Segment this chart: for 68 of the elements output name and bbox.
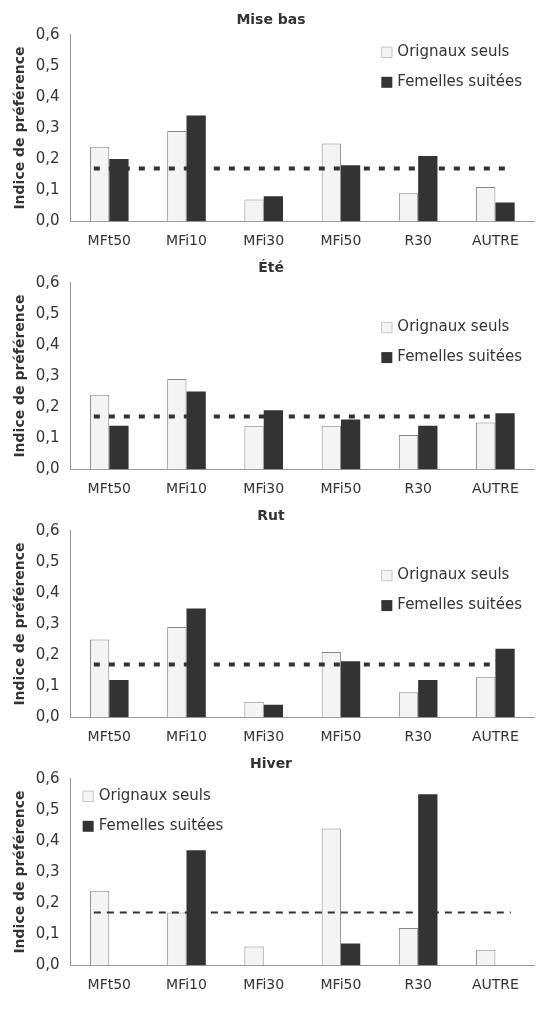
x-tick-label: R30: [404, 976, 432, 993]
x-tick-label: MFi30: [243, 976, 285, 993]
x-tick-label: MFi30: [243, 728, 285, 745]
legend-label: Femelles suitées: [397, 72, 523, 91]
y-tick-label: 0,1: [35, 676, 60, 695]
chart-title: Été: [258, 259, 284, 276]
x-tick-label: MFi50: [320, 976, 362, 993]
y-tick-label: 0,5: [35, 551, 60, 570]
y-tick-label: 0,0: [35, 955, 60, 974]
legend-label: Femelles suitées: [397, 595, 523, 614]
y-axis-title: Indice de préférence: [11, 46, 28, 210]
y-tick-label: 0,3: [35, 613, 60, 632]
y-tick-label: 0,6: [35, 768, 60, 787]
x-tick-label: MFi50: [320, 232, 362, 249]
y-tick-label: 0,1: [35, 180, 60, 199]
x-tick-label: MFi10: [166, 480, 207, 497]
legend-label: Orignaux seuls: [397, 317, 510, 336]
chart-title: Rut: [257, 507, 286, 524]
x-tick-label: AUTRE: [471, 728, 519, 745]
y-tick-label: 0,2: [35, 892, 60, 911]
y-tick-label: 0,3: [35, 365, 60, 384]
x-tick-label: MFi30: [243, 232, 285, 249]
y-tick-label: 0,3: [35, 861, 60, 880]
y-tick-label: 0,3: [35, 117, 60, 136]
y-tick-label: 0,1: [35, 428, 60, 447]
legend-label: Femelles suitées: [397, 347, 523, 366]
y-tick-label: 0,4: [35, 582, 60, 601]
y-tick-label: 0,5: [35, 303, 60, 322]
legend-label: Femelles suitées: [98, 816, 224, 835]
x-tick-label: MFi50: [320, 480, 362, 497]
x-tick-label: MFi30: [243, 480, 285, 497]
y-tick-label: 0,2: [35, 148, 60, 167]
x-tick-label: AUTRE: [471, 480, 519, 497]
x-tick-label: MFt50: [87, 232, 131, 249]
y-axis-title: Indice de préférence: [11, 294, 28, 458]
y-tick-label: 0,6: [35, 24, 60, 43]
y-tick-label: 0,6: [35, 272, 60, 291]
legend-label: Orignaux seuls: [397, 565, 510, 584]
chart-title: Hiver: [249, 755, 293, 772]
x-tick-label: MFi50: [320, 728, 362, 745]
x-tick-label: MFt50: [87, 728, 131, 745]
x-tick-label: AUTRE: [471, 976, 519, 993]
x-tick-label: R30: [404, 232, 432, 249]
x-tick-label: MFt50: [87, 480, 131, 497]
y-tick-label: 0,4: [35, 86, 60, 105]
y-axis-title: Indice de préférence: [11, 790, 28, 954]
y-tick-label: 0,0: [35, 707, 60, 726]
y-tick-label: 0,4: [35, 830, 60, 849]
y-tick-label: 0,5: [35, 55, 60, 74]
y-tick-label: 0,4: [35, 334, 60, 353]
x-tick-label: MFi10: [166, 728, 207, 745]
legend-label: Orignaux seuls: [397, 42, 510, 61]
x-tick-label: MFi10: [166, 232, 207, 249]
y-tick-label: 0,2: [35, 396, 60, 415]
y-tick-label: 0,2: [35, 644, 60, 663]
y-tick-label: 0,0: [35, 459, 60, 478]
x-tick-label: MFi10: [166, 976, 207, 993]
x-tick-label: R30: [404, 728, 432, 745]
y-tick-label: 0,6: [35, 520, 60, 539]
y-tick-label: 0,5: [35, 799, 60, 818]
x-tick-label: R30: [404, 480, 432, 497]
legend-label: Orignaux seuls: [98, 786, 211, 805]
x-tick-label: MFt50: [87, 976, 131, 993]
chart-title: Mise bas: [236, 11, 306, 28]
x-tick-label: AUTRE: [471, 232, 519, 249]
y-axis-title: Indice de préférence: [11, 542, 28, 706]
y-tick-label: 0,1: [35, 924, 60, 943]
y-tick-label: 0,0: [35, 211, 60, 230]
